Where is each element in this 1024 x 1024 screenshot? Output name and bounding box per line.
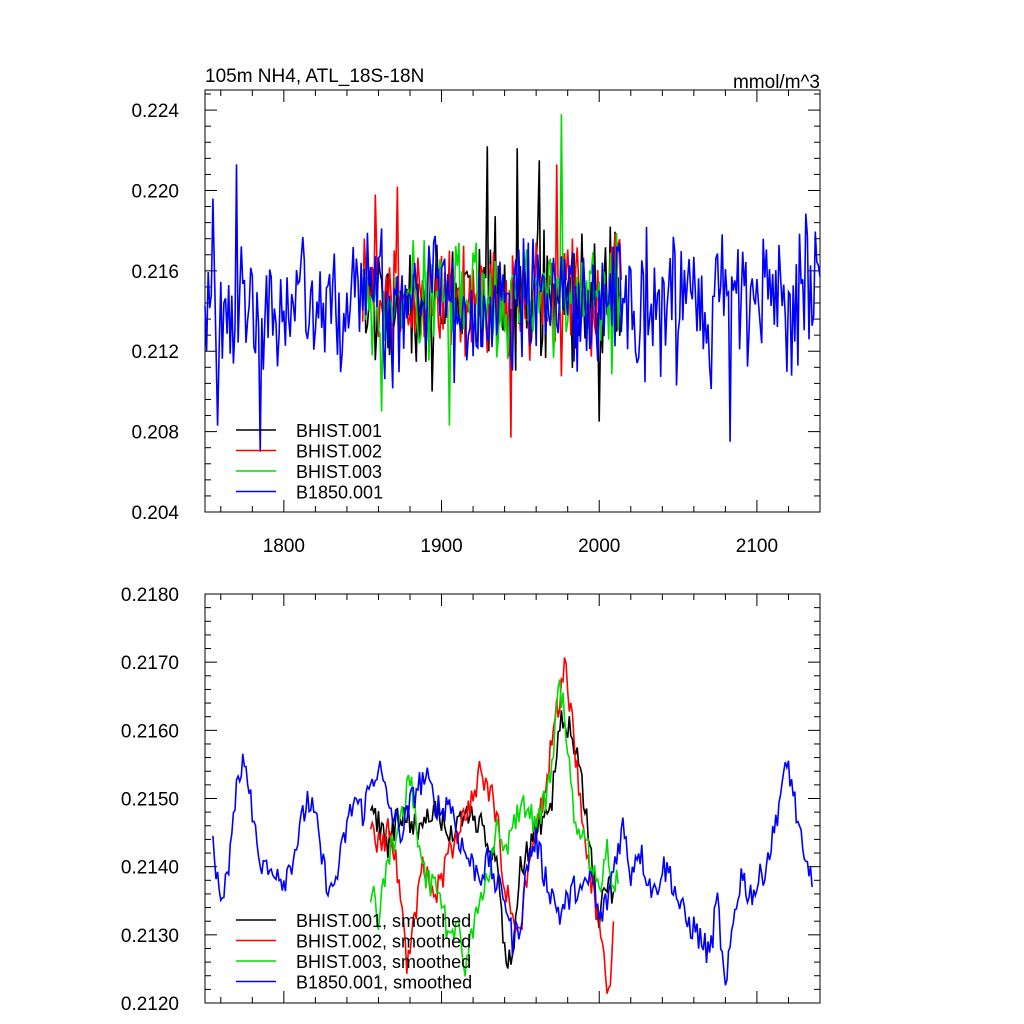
legend-label: B1850.001 [296,483,383,503]
y-tick-label: 0.2170 [121,653,179,674]
plot-frame [204,89,821,513]
x-tick-label: 1900 [420,536,462,557]
chart-title: 105m NH4, ATL_18S-18N [205,66,424,87]
units-label: mmol/m^3 [733,72,820,93]
y-tick-label: 0.216 [131,262,179,283]
legend-label: B1850.001, smoothed [296,973,472,993]
y-tick-label: 0.2160 [121,721,179,742]
y-tick-label: 0.208 [131,423,179,444]
x-tick-label: 1800 [263,536,305,557]
y-tick-label: 0.2180 [121,585,179,606]
series-line-b1850-001-smoothed [212,753,813,986]
y-tick-label: 0.224 [131,101,179,122]
series-line-bhist-002-smoothed [369,657,615,994]
y-tick-label: 0.2140 [121,858,179,879]
y-tick-label: 0.220 [131,181,179,202]
top-panel: 1800 1900 2000 2100 0.204 0.208 0.212 0.216 0.22… [131,89,821,557]
legend-label: BHIST.001 [296,421,382,441]
legend-label: BHIST.001, smoothed [296,911,471,931]
series-line-b1850-001 [204,164,821,452]
y-tick-label: 0.212 [131,342,179,363]
bottom-panel: 0.2120 0.2130 0.2140 0.2150 0.2160 0.2170 0.21… [121,585,821,1015]
legend-label: BHIST.002, smoothed [296,932,471,952]
x-tick-label: 2000 [578,536,620,557]
y-tick-label: 0.2120 [121,994,179,1015]
legend-label: BHIST.003, smoothed [296,952,471,972]
legend-label: BHIST.002 [296,442,382,462]
x-tick-label: 2100 [736,536,778,557]
legend-label: BHIST.003 [296,462,382,482]
y-tick-label: 0.2130 [121,926,179,947]
y-tick-label: 0.2150 [121,790,179,811]
series-line-bhist-003-smoothed [369,679,619,977]
y-tick-label: 0.204 [131,503,179,524]
